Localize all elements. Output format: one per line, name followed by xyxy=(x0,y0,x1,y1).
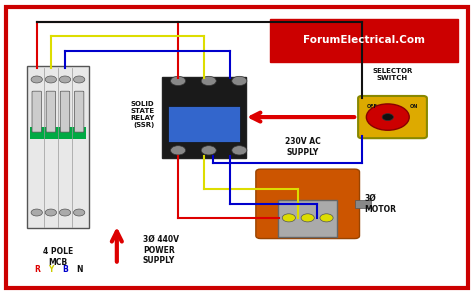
FancyBboxPatch shape xyxy=(256,169,359,239)
FancyBboxPatch shape xyxy=(168,106,240,142)
FancyBboxPatch shape xyxy=(27,67,89,228)
Circle shape xyxy=(31,76,42,83)
Circle shape xyxy=(45,76,56,83)
Circle shape xyxy=(382,114,393,121)
Text: R: R xyxy=(34,265,40,274)
Circle shape xyxy=(366,104,409,130)
Bar xyxy=(30,127,86,140)
Text: N: N xyxy=(76,265,82,274)
Text: ForumElectrical.Com: ForumElectrical.Com xyxy=(303,35,425,46)
Circle shape xyxy=(282,214,295,222)
FancyBboxPatch shape xyxy=(162,77,246,158)
Circle shape xyxy=(232,76,247,86)
Text: SOLID
STATE
RELAY
(SSR): SOLID STATE RELAY (SSR) xyxy=(130,101,155,128)
Text: SELECTOR
SWITCH: SELECTOR SWITCH xyxy=(372,68,413,81)
Text: 230V AC
SUPPLY: 230V AC SUPPLY xyxy=(285,137,321,157)
FancyBboxPatch shape xyxy=(32,91,41,132)
Text: B: B xyxy=(62,265,68,274)
Text: ON: ON xyxy=(410,104,419,109)
Circle shape xyxy=(73,209,85,216)
Bar xyxy=(355,199,371,208)
FancyBboxPatch shape xyxy=(46,91,55,132)
Circle shape xyxy=(201,146,216,155)
Circle shape xyxy=(31,209,42,216)
Circle shape xyxy=(232,146,247,155)
Text: OFF: OFF xyxy=(366,104,377,109)
Circle shape xyxy=(59,209,71,216)
Circle shape xyxy=(201,76,216,86)
Circle shape xyxy=(73,76,85,83)
Circle shape xyxy=(59,76,71,83)
FancyBboxPatch shape xyxy=(6,7,468,288)
FancyBboxPatch shape xyxy=(60,91,70,132)
Circle shape xyxy=(45,209,56,216)
FancyBboxPatch shape xyxy=(74,91,84,132)
Circle shape xyxy=(320,214,333,222)
FancyBboxPatch shape xyxy=(270,19,458,62)
Circle shape xyxy=(301,214,314,222)
Text: Y: Y xyxy=(48,265,54,274)
Text: 3Ø 440V
POWER
SUPPLY: 3Ø 440V POWER SUPPLY xyxy=(143,235,179,265)
FancyBboxPatch shape xyxy=(358,96,427,138)
FancyBboxPatch shape xyxy=(278,200,337,237)
Circle shape xyxy=(171,76,186,86)
Text: 3Ø
MOTOR: 3Ø MOTOR xyxy=(364,194,396,213)
Circle shape xyxy=(171,146,186,155)
Text: 4 POLE
MCB: 4 POLE MCB xyxy=(43,247,73,267)
